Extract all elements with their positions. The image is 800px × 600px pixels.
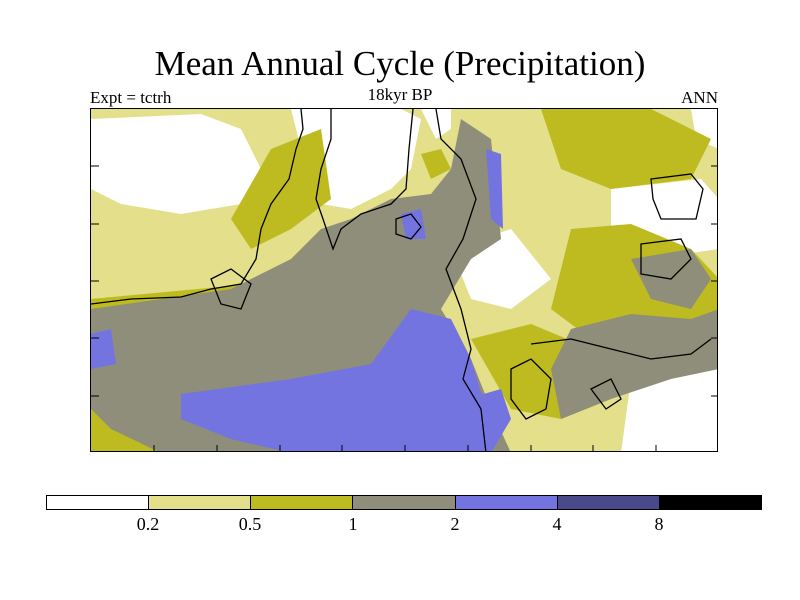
colorbar (46, 495, 762, 510)
colorbar-swatch (455, 496, 558, 509)
axis-ticks (91, 165, 717, 451)
colorbar-tick-label: 8 (654, 514, 664, 534)
experiment-label: Expt = tctrh (90, 88, 172, 107)
colorbar-tick-label: 4 (552, 514, 562, 534)
field-wettest (91, 149, 511, 451)
colorbar-tick-label: 0.5 (238, 514, 262, 534)
plot-title: Mean Annual Cycle (Precipitation) (154, 44, 646, 83)
period-label: 18kyr BP (367, 85, 433, 104)
season-label: ANN (681, 88, 718, 107)
colorbar-tick-label: 0.2 (136, 514, 160, 534)
colorbar-tick-label: 2 (450, 514, 460, 534)
colorbar-swatch (353, 496, 456, 509)
colorbar-tick-label: 1 (348, 514, 358, 534)
colorbar-swatch (149, 496, 252, 509)
precipitation-map (90, 108, 718, 452)
colorbar-swatch (251, 496, 354, 509)
colorbar-swatch (659, 496, 761, 509)
field-driest (91, 109, 717, 451)
colorbar-swatch (47, 496, 150, 509)
map-canvas (91, 109, 717, 451)
colorbar-swatch (557, 496, 660, 509)
coastlines (91, 109, 712, 451)
